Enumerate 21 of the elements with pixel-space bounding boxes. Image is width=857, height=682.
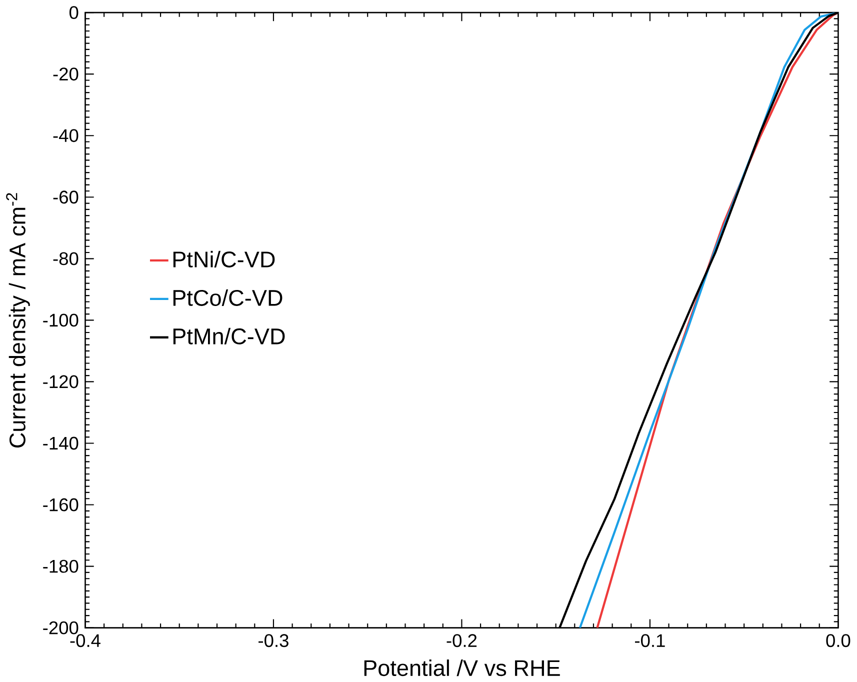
y-tick-label: -40	[53, 129, 78, 142]
y-tick-label: -120	[43, 375, 78, 388]
x-tick-label: 0.0	[826, 634, 850, 648]
x-tick-label: -0.2	[446, 634, 477, 648]
y-tick-label: -140	[43, 436, 78, 450]
x-tick-label: -0.1	[635, 634, 665, 648]
legend-label: PtCo/C-VD	[173, 289, 282, 306]
legend-label: PtNi/C-VD	[173, 250, 275, 268]
x-axis-title: Potential /V vs RHE	[364, 659, 560, 676]
y-tick-label: -180	[43, 560, 78, 573]
x-tick-label: -0.3	[258, 634, 288, 648]
y-tick-label: -160	[43, 498, 78, 512]
x-tick-label: -0.4	[70, 634, 100, 648]
y-axis-title: Current density / mA cm$^{-2}$	[6, 193, 30, 448]
legend-label: PtMn/C-VD	[173, 328, 285, 344]
y-tick-label: -80	[53, 252, 78, 266]
y-tick-label: -60	[53, 190, 78, 204]
y-tick-label: -200	[43, 621, 78, 634]
y-tick-label: 0	[69, 6, 78, 19]
y-tick-label: -100	[43, 314, 78, 327]
y-tick-label: -20	[53, 68, 78, 80]
